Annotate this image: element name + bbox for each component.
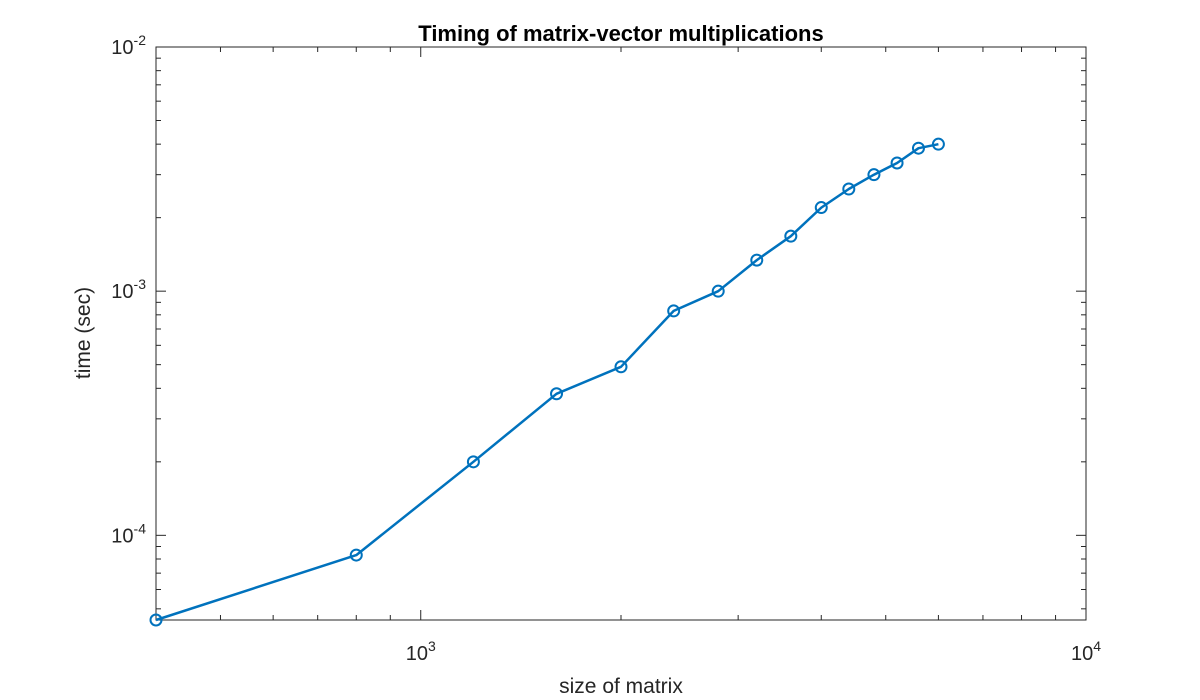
plot-area-background <box>156 47 1086 620</box>
data-point <box>931 137 945 151</box>
y-tick-label: 10-3 <box>111 276 146 303</box>
series-line <box>155 142 939 622</box>
data-point <box>667 304 681 318</box>
data-point <box>550 387 564 401</box>
data-point <box>842 182 856 196</box>
data-point <box>784 229 798 243</box>
data-point <box>911 141 925 155</box>
y-axis-label: time (sec) <box>72 287 95 379</box>
x-tick-label: 103 <box>406 638 436 665</box>
y-tick-labels: 10-4 10-3 10-2 <box>111 32 146 547</box>
chart-title: Timing of matrix-vector multiplications <box>418 21 823 46</box>
minor-ticks <box>155 47 1086 620</box>
x-tick-label: 104 <box>1071 638 1101 665</box>
data-point <box>814 201 828 215</box>
data-point <box>890 156 904 170</box>
data-point <box>614 360 628 374</box>
data-point <box>466 455 480 469</box>
y-tick-label: 10-2 <box>111 32 146 59</box>
data-point <box>867 168 881 182</box>
series-layer <box>149 137 945 627</box>
x-tick-labels: 103 104 <box>406 638 1102 665</box>
x-axis-label: size of matrix <box>559 675 683 698</box>
y-tick-label: 10-4 <box>111 520 146 547</box>
axes-box <box>155 46 1087 621</box>
data-point <box>711 284 725 298</box>
data-point <box>750 253 764 267</box>
data-point <box>149 613 163 627</box>
data-point <box>349 548 363 562</box>
